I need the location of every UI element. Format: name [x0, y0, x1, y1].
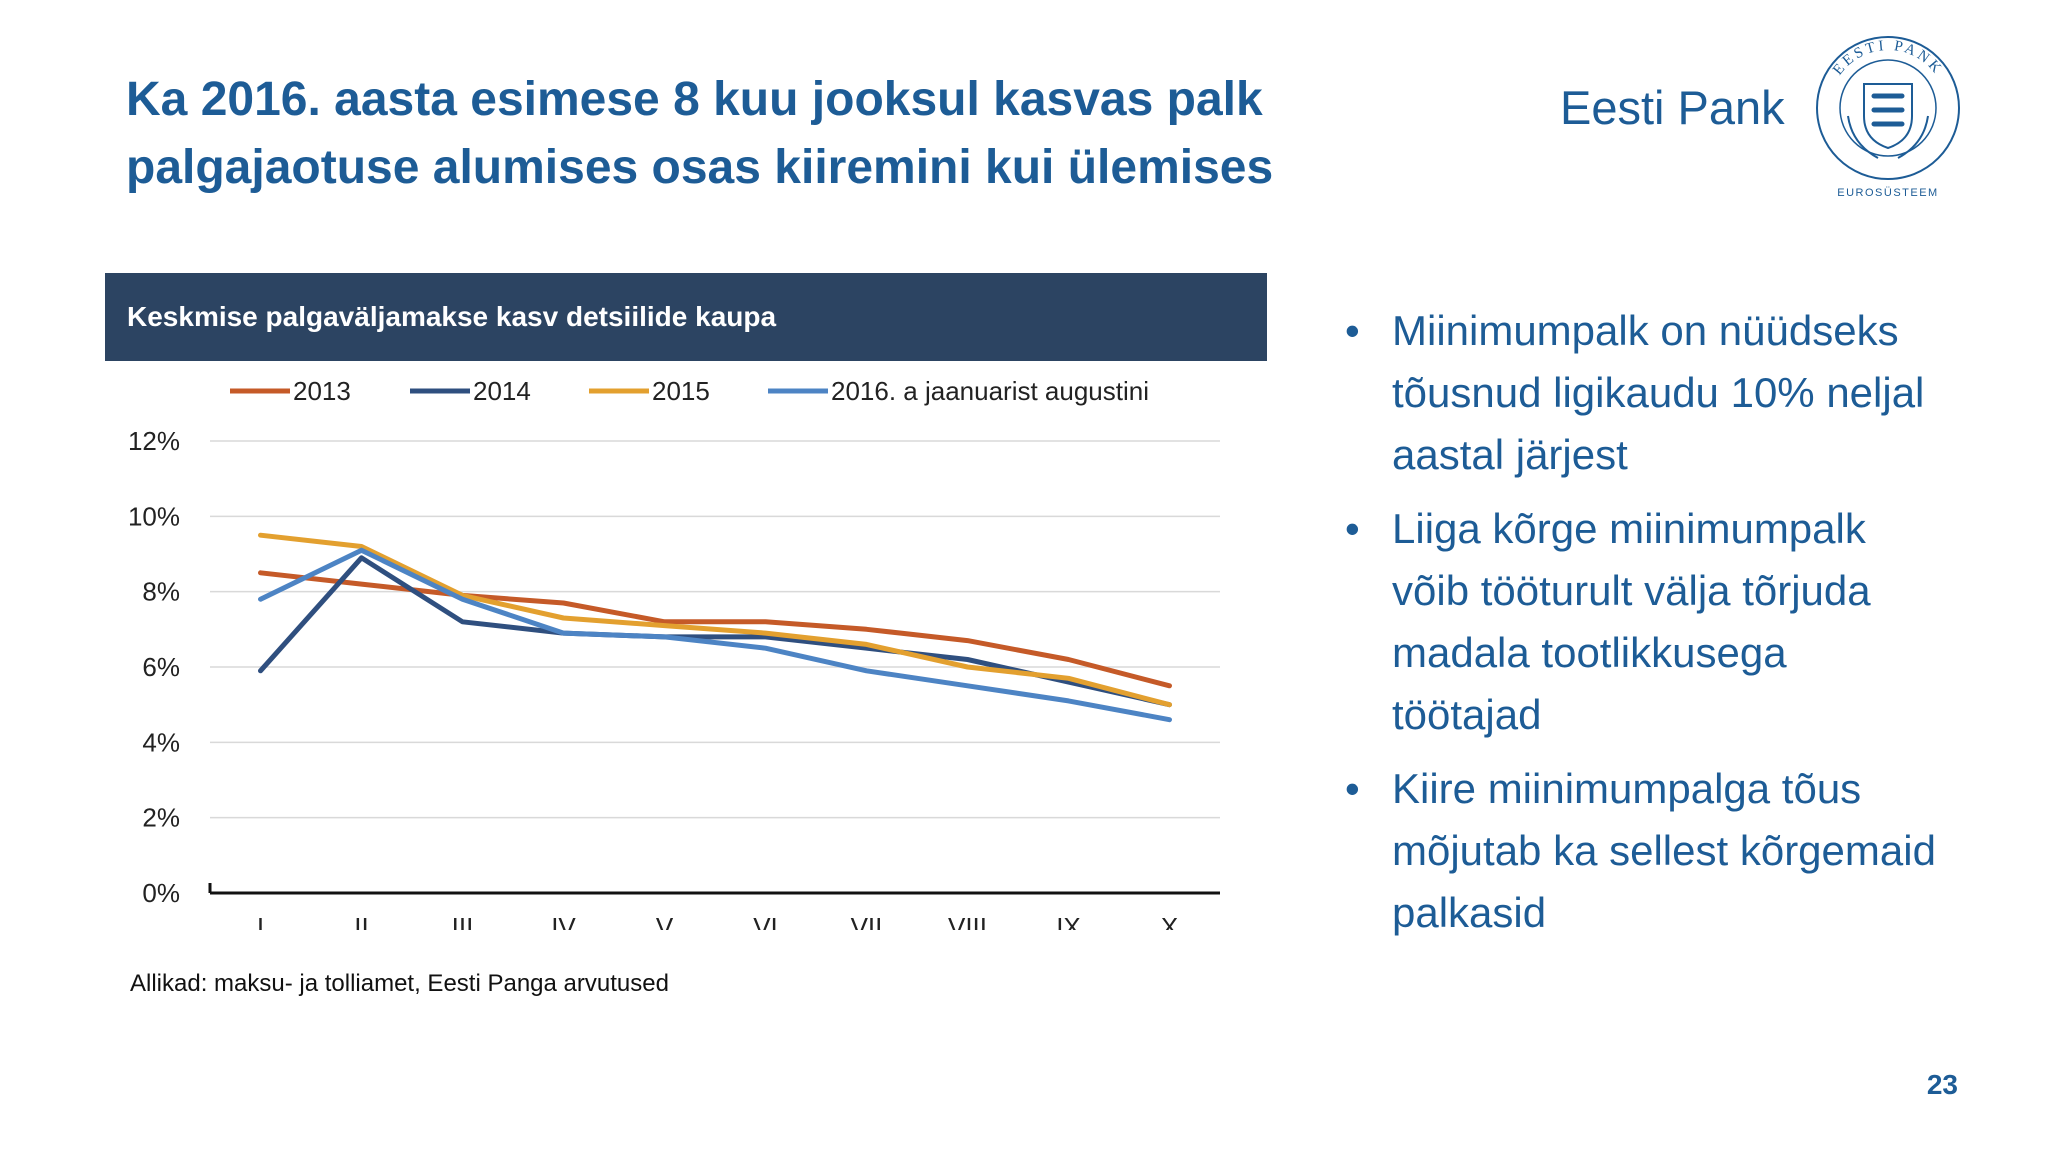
chart-series — [258, 532, 1172, 723]
source-note: Allikad: maksu- ja tolliamet, Eesti Pang… — [130, 970, 669, 997]
chart-gridlines — [208, 440, 1220, 895]
page-number: 23 — [1926, 1069, 1958, 1100]
x-tick-label: VI — [753, 912, 778, 930]
logo-ring-text: EESTI PANK — [1830, 38, 1943, 78]
series-line-2015 — [258, 532, 1172, 708]
x-tick-label: VII — [851, 912, 883, 930]
seal-logo-icon: EESTI PANK EUROSÜSTEEM — [1816, 36, 1960, 199]
bullet-line: aastal järjest — [1392, 431, 1628, 478]
x-tick-label: X — [1161, 912, 1178, 930]
y-tick-label: 2% — [142, 803, 180, 833]
chart-legend: 2013 2014 2015 2016. a jaanuarist augustini — [230, 376, 1149, 406]
line-chart: 2013 2014 2015 2016. a jaanuarist augustini… — [128, 376, 1220, 930]
legend-item: 2013 — [230, 376, 351, 406]
x-tick-label: V — [656, 912, 674, 930]
x-tick-label: IV — [551, 912, 576, 930]
slide-title: Ka 2016. aasta esimese 8 kuu jooksul kas… — [126, 66, 1426, 202]
bullet-line: tõusnud ligikaudu 10% neljal — [1392, 369, 1925, 416]
bullet-line: madala tootlikkusega — [1392, 629, 1787, 676]
bullet-item: Miinimumpalk on nüüdseks tõusnud ligikau… — [1345, 300, 2025, 486]
y-tick-label: 4% — [142, 727, 180, 757]
y-tick-label: 0% — [142, 878, 180, 908]
bullet-line: mõjutab ka sellest kõrgemaid — [1392, 827, 1936, 874]
bullet-line: töötajad — [1392, 691, 1542, 738]
logo-subtitle: EUROSÜSTEEM — [1837, 187, 1938, 199]
x-tick-label: II — [354, 912, 368, 930]
bullet-list: Miinimumpalk on nüüdseks tõusnud ligikau… — [1345, 300, 2025, 956]
legend-item: 2015 — [589, 376, 710, 406]
y-axis-ticks: 0% 2% 4% 6% 8% 10% 12% — [128, 426, 180, 908]
bullet-line: palkasid — [1392, 889, 1547, 936]
slide-title-line-1: Ka 2016. aasta esimese 8 kuu jooksul kas… — [126, 73, 1263, 126]
legend-label: 2013 — [293, 376, 351, 406]
bullet-item: Kiire miinimumpalga tõus mõjutab ka sell… — [1345, 758, 2025, 944]
series-line-2016 — [258, 547, 1172, 723]
svg-text:EESTI PANK: EESTI PANK — [1830, 38, 1946, 78]
legend-label: 2014 — [473, 376, 531, 406]
bullet-line: võib tööturult välja tõrjuda — [1392, 567, 1871, 614]
bullet-line: Liiga kõrge miinimumpalk — [1392, 505, 1866, 552]
x-axis-ticks: I II III IV V VI VII VIII IX X — [257, 912, 1178, 930]
x-tick-label: III — [452, 912, 474, 930]
bullet-item: Liiga kõrge miinimumpalk võib tööturult … — [1345, 498, 2025, 746]
y-tick-label: 8% — [142, 577, 180, 607]
legend-item: 2016. a jaanuarist augustini — [768, 376, 1149, 406]
bullet-line: Kiire miinimumpalga tõus — [1392, 765, 1862, 812]
x-tick-label: IX — [1056, 912, 1081, 930]
bullet-line: Miinimumpalk on nüüdseks — [1392, 307, 1899, 354]
slide-title-line-2: palgajaotuse alumises osas kiiremini kui… — [126, 141, 1274, 194]
y-tick-label: 6% — [142, 652, 180, 682]
legend-item: 2014 — [410, 376, 531, 406]
y-tick-label: 10% — [128, 501, 180, 531]
chart-header: Keskmise palgaväljamakse kasv detsiilide… — [105, 273, 1267, 361]
x-tick-label: VIII — [948, 912, 987, 930]
legend-label: 2015 — [652, 376, 710, 406]
legend-label: 2016. a jaanuarist augustini — [831, 376, 1149, 406]
x-tick-label: I — [257, 912, 264, 930]
y-tick-label: 12% — [128, 426, 180, 456]
brand-name: Eesti Pank — [1560, 81, 1785, 134]
